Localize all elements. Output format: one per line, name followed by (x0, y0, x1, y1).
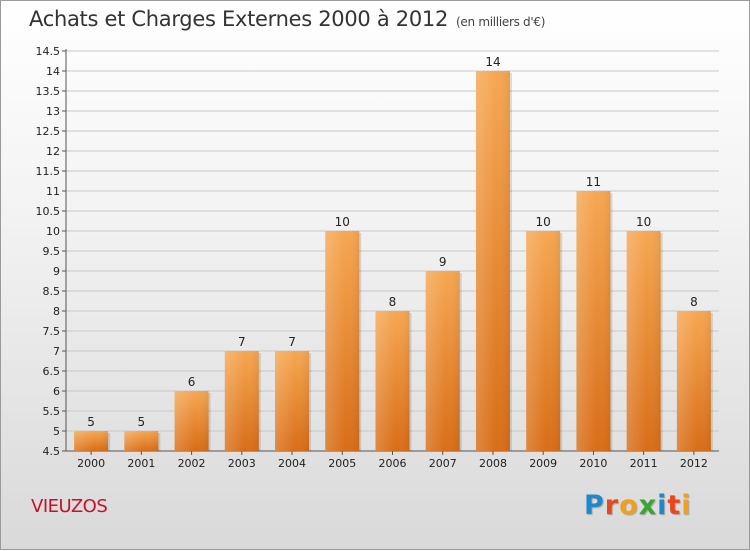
x-tick-label: 2005 (328, 457, 356, 470)
data-label-2006: 8 (389, 295, 397, 309)
x-tick-label: 2008 (479, 457, 507, 470)
x-tick-label: 2011 (630, 457, 658, 470)
chart-title: Achats et Charges Externes 2000 à 2012 (e… (29, 7, 545, 31)
logo-letter: o (619, 490, 639, 521)
y-tick-label: 6.5 (43, 365, 61, 378)
y-tick-label: 9 (53, 265, 60, 278)
x-tick-label: 2002 (178, 457, 206, 470)
y-tick-label: 5 (53, 425, 60, 438)
data-label-2011: 10 (636, 215, 651, 229)
chart-title-text: Achats et Charges Externes 2000 à 2012 (29, 7, 449, 31)
x-tick-label: 2012 (680, 457, 708, 470)
bar-shine (124, 431, 159, 451)
logo-letter: t (667, 490, 682, 521)
logo-letter: r (604, 490, 620, 521)
proxiti-logo: Proxiti (584, 490, 692, 521)
data-label-2009: 10 (536, 215, 551, 229)
data-label-2005: 10 (335, 215, 350, 229)
logo-letter: i (657, 490, 668, 521)
x-tick-label: 2007 (429, 457, 457, 470)
y-tick-label: 8.5 (43, 285, 61, 298)
x-tick-label: 2000 (77, 457, 105, 470)
y-tick-label: 7 (53, 345, 60, 358)
bar-shine (526, 231, 561, 451)
chart-unit: (en milliers d'€) (456, 15, 546, 29)
x-tick-label: 2009 (529, 457, 557, 470)
data-label-2000: 5 (87, 415, 95, 429)
x-tick-label: 2010 (579, 457, 607, 470)
bar-shine (224, 351, 259, 451)
y-tick-label: 9.5 (43, 245, 61, 258)
x-tick-labels: 2000 2001 2002 2003 2004 2005 2006 2007 2008 2009… (77, 451, 708, 470)
y-tick-label: 12 (46, 145, 60, 158)
data-label-2012: 8 (690, 295, 698, 309)
bar-shine (74, 431, 109, 451)
bars: 5 5 6 7 7 10 8 9 14 10 11 10 8 (74, 55, 713, 451)
y-tick-label: 14.5 (36, 45, 61, 58)
bar-shine (626, 231, 661, 451)
y-tick-label: 13.5 (36, 85, 61, 98)
bar-shine (275, 351, 310, 451)
x-tick-label: 2001 (127, 457, 155, 470)
logo-letter: P (584, 490, 605, 521)
y-tick-label: 8 (53, 305, 60, 318)
y-tick-label: 7.5 (43, 325, 61, 338)
y-tick-label: 13 (46, 105, 60, 118)
data-label-2007: 9 (439, 255, 447, 269)
y-tick-label: 5.5 (43, 405, 61, 418)
y-tick-label: 11.5 (36, 165, 61, 178)
city-name: VIEUZOS (31, 496, 108, 517)
y-tick-label: 12.5 (36, 125, 61, 138)
y-tick-label: 14 (46, 65, 60, 78)
y-tick-label: 10 (46, 225, 60, 238)
data-label-2004: 7 (288, 335, 296, 349)
x-tick-label: 2006 (379, 457, 407, 470)
y-tick-label: 11 (46, 185, 60, 198)
x-tick-label: 2003 (228, 457, 256, 470)
data-label-2010: 11 (586, 175, 601, 189)
bar-shine (676, 311, 711, 451)
y-tick-label: 10.5 (36, 205, 61, 218)
logo-letter: x (638, 490, 658, 521)
bar-shine (425, 271, 460, 451)
data-label-2002: 6 (188, 375, 196, 389)
y-tick-label: 4.5 (43, 445, 61, 458)
logo-letter: i (681, 490, 692, 521)
data-label-2001: 5 (138, 415, 146, 429)
bar-shine (325, 231, 360, 451)
y-tick-label: 6 (53, 385, 60, 398)
data-label-2003: 7 (238, 335, 246, 349)
bar-shine (576, 191, 611, 451)
bar-shine (475, 71, 510, 451)
data-label-2008: 14 (485, 55, 500, 69)
x-tick-label: 2004 (278, 457, 306, 470)
y-tick-labels: 4.5 5 5.5 6 6.5 7 7.5 8 8.5 9 9.5 10 10.5 11 11.5 12 12.… (36, 45, 61, 458)
bar-shine (375, 311, 410, 451)
bar-shine (174, 391, 209, 451)
